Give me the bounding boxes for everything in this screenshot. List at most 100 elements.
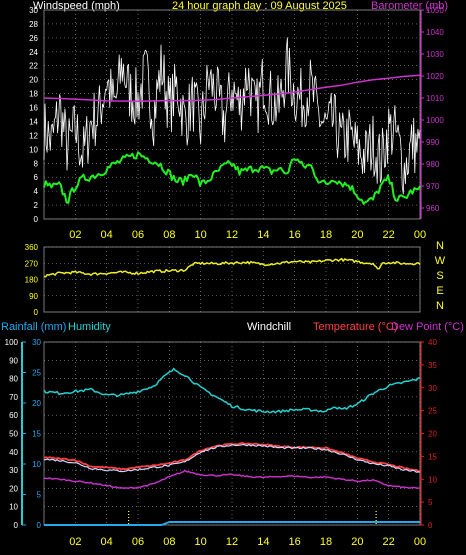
- temp-y-tick-label: 5: [428, 498, 433, 507]
- humidity-y-tick-label: 90: [9, 356, 18, 365]
- compass-label: N: [436, 300, 444, 312]
- windchill-line: [43, 443, 420, 473]
- temp-y-tick-label: 0: [428, 521, 433, 530]
- humidity-y-tick-label: 100: [5, 338, 19, 347]
- temperature-x-tick-label: 06: [132, 536, 144, 548]
- wind-x-tick-label: 22: [383, 229, 395, 241]
- temperature-x-tick-label: 02: [69, 536, 81, 548]
- wind-x-tick-label: 12: [226, 229, 238, 241]
- wind-y-tick-label: 0: [34, 215, 39, 224]
- humidity-y-tick-label: 10: [9, 503, 18, 512]
- humidity-y-tick-label: 50: [9, 430, 18, 439]
- temperature-x-tick-label: 04: [101, 536, 113, 548]
- compass-label: S: [436, 270, 443, 282]
- wind-y-tick-label: 6: [34, 173, 39, 182]
- wind-y-tick-label: 10: [29, 145, 38, 154]
- temp-y-tick-label: 10: [428, 475, 437, 484]
- wind-y-tick-label: 4: [34, 187, 39, 196]
- average-wind-line: [43, 151, 421, 205]
- direction-y-tick-label: 90: [29, 292, 38, 301]
- compass-label: E: [436, 285, 443, 297]
- wind-x-tick-label: 18: [320, 229, 332, 241]
- baro-y-tick-label: 960: [426, 204, 440, 213]
- windspeed-title: Windspeed (mph): [33, 0, 120, 12]
- temperature-x-tick-label: 22: [383, 536, 395, 548]
- rainfall-line: [44, 521, 420, 526]
- wind-y-tick-label: 20: [29, 76, 38, 85]
- baro-y-tick-label: 980: [426, 160, 440, 169]
- dewpoint-title: Dew Point (°C): [391, 321, 464, 333]
- wind-y-tick-label: 14: [29, 117, 38, 126]
- temperature-x-tick-label: 00: [414, 536, 426, 548]
- rain-y-tick-label: 15: [32, 430, 41, 439]
- baro-y-tick-label: 990: [426, 138, 440, 147]
- wind-y-tick-label: 28: [29, 20, 38, 29]
- humidity-line: [43, 367, 420, 414]
- baro-y-tick-label: 1030: [426, 50, 444, 59]
- wind-x-tick-label: 00: [414, 229, 426, 241]
- humidity-y-tick-label: 0: [14, 521, 19, 530]
- baro-y-tick-label: 1020: [426, 72, 444, 81]
- humidity-title: Humidity: [68, 321, 111, 333]
- wind-y-tick-label: 24: [29, 48, 38, 57]
- wind-x-tick-label: 16: [289, 229, 301, 241]
- temperature-x-tick-label: 20: [351, 536, 363, 548]
- gust-line: [43, 37, 421, 195]
- wind-x-tick-label: 14: [257, 229, 269, 241]
- windchill-title: Windchill: [247, 321, 291, 333]
- temperature-panel: 0 10 20 30 40 50 60 70 80 90 100 0 5 10 15 20 25 30 0 5 10 15…: [5, 338, 438, 548]
- wind-direction-line: [43, 257, 421, 278]
- wind-y-tick-label: 8: [34, 159, 39, 168]
- barometer-title: Barometer (mb): [371, 0, 448, 12]
- humidity-y-tick-label: 30: [9, 466, 18, 475]
- wind-y-tick-label: 12: [29, 131, 38, 140]
- baro-y-tick-label: 1010: [426, 94, 444, 103]
- humidity-y-tick-label: 60: [9, 411, 18, 420]
- wind-y-tick-label: 30: [29, 6, 38, 15]
- wind-y-tick-label: 18: [29, 90, 38, 99]
- rain-y-tick-label: 5: [37, 491, 42, 500]
- compass-label: W: [435, 255, 446, 267]
- rainfall-title: Rainfall (mm): [1, 321, 66, 333]
- temp-y-tick-label: 40: [428, 338, 437, 347]
- rain-y-tick-label: 0: [37, 521, 42, 530]
- temperature-x-tick-label: 18: [320, 536, 332, 548]
- wind-x-tick-label: 08: [163, 229, 175, 241]
- wind-x-tick-label: 10: [195, 229, 207, 241]
- rain-y-tick-label: 20: [32, 399, 41, 408]
- temp-y-tick-label: 20: [428, 430, 437, 439]
- humidity-y-tick-label: 80: [9, 375, 18, 384]
- temp-y-tick-label: 35: [428, 361, 437, 370]
- humidity-y-tick-label: 40: [9, 448, 18, 457]
- baro-y-tick-label: 1040: [426, 28, 444, 37]
- temperature-x-tick-label: 14: [257, 536, 269, 548]
- direction-y-tick-label: 180: [25, 276, 39, 285]
- wind-x-tick-label: 04: [101, 229, 113, 241]
- temperature-x-tick-label: 08: [163, 536, 175, 548]
- compass-label: N: [436, 240, 444, 252]
- direction-y-tick-label: 0: [34, 308, 39, 317]
- humidity-y-tick-label: 70: [9, 393, 18, 402]
- direction-y-tick-label: 360: [25, 243, 39, 252]
- temp-y-tick-label: 15: [428, 452, 437, 461]
- rain-y-tick-label: 30: [32, 338, 41, 347]
- baro-y-tick-label: 970: [426, 182, 440, 191]
- graph-title: 24 hour graph day : 09 August 2025: [172, 0, 347, 12]
- wind-y-tick-label: 16: [29, 104, 38, 113]
- wind-x-tick-label: 02: [69, 229, 81, 241]
- temperature-x-tick-label: 12: [226, 536, 238, 548]
- temperature-title: Temperature (°C): [313, 321, 397, 333]
- humidity-y-tick-label: 20: [9, 484, 18, 493]
- temperature-x-tick-label: 16: [289, 536, 301, 548]
- temp-y-tick-label: 25: [428, 407, 437, 416]
- direction-y-tick-label: 270: [25, 259, 39, 268]
- rain-y-tick-label: 10: [32, 460, 41, 469]
- wind-x-tick-label: 06: [132, 229, 144, 241]
- baro-y-tick-label: 1050: [426, 6, 444, 15]
- wind-y-tick-label: 22: [29, 62, 38, 71]
- rain-y-tick-label: 25: [32, 369, 41, 378]
- wind-x-tick-label: 20: [351, 229, 363, 241]
